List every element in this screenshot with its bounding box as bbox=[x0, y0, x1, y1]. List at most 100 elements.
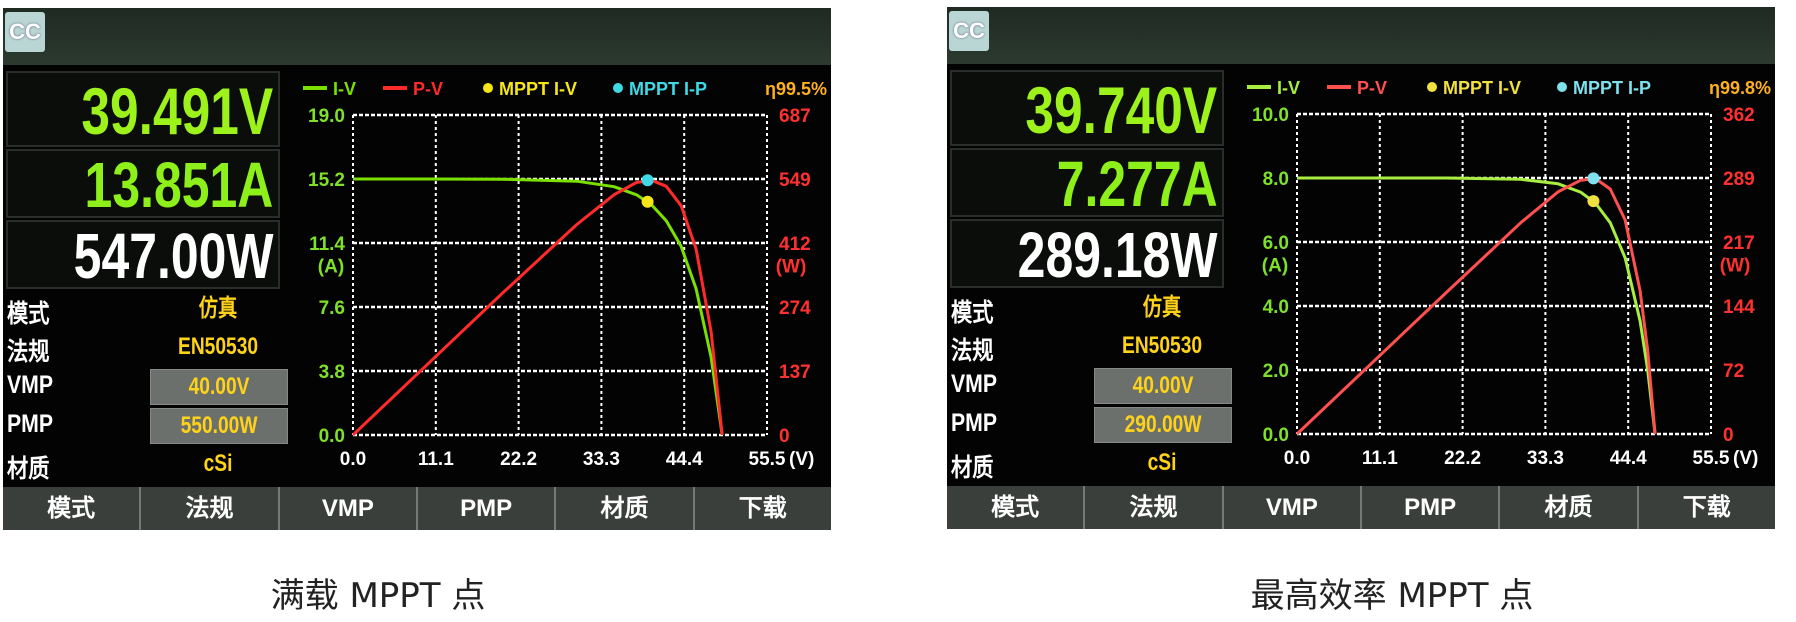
setting-label: 模式 bbox=[7, 300, 50, 328]
setting-value-法规: EN50530 bbox=[1094, 329, 1230, 363]
setting-value-pmp[interactable]: 550.00W bbox=[150, 408, 288, 444]
y2-tick-label: 0 bbox=[779, 426, 790, 447]
x-tick-label: 22.2 bbox=[500, 449, 537, 470]
legend-mppt-ip-label: MPPT I-P bbox=[629, 79, 707, 99]
x-tick-label: 11.1 bbox=[418, 449, 454, 470]
cc-mode-badge: CC bbox=[5, 12, 45, 52]
mppt-iv-point bbox=[1587, 195, 1600, 208]
setting-label: 材质 bbox=[7, 455, 50, 483]
x-tick-label: 11.1 bbox=[1362, 448, 1398, 469]
y2-tick-label: 144 bbox=[1723, 297, 1755, 318]
x-tick-label: 22.2 bbox=[1444, 448, 1481, 469]
legend-iv-label: I-V bbox=[333, 79, 356, 99]
y-tick-label: 11.4 bbox=[309, 234, 345, 255]
legend-mppt-iv-label: MPPT I-V bbox=[499, 79, 577, 99]
y2-tick-label: 412 bbox=[779, 234, 811, 255]
softkey-2[interactable]: VMP bbox=[280, 487, 418, 530]
x-axis-unit: (V) bbox=[1733, 448, 1758, 469]
y-axis-unit: (A) bbox=[318, 257, 344, 278]
setting-value-text: 290.00W bbox=[1124, 411, 1202, 438]
y-tick-label: 2.0 bbox=[1263, 361, 1289, 382]
legend-iv-label: I-V bbox=[1277, 78, 1300, 98]
setting-value-text: 40.00V bbox=[1132, 372, 1194, 399]
series-p-v-line bbox=[1295, 177, 1657, 436]
softkey-3[interactable]: PMP bbox=[418, 487, 557, 530]
y2-tick-label: 289 bbox=[1723, 169, 1755, 190]
setting-label: 模式 bbox=[951, 299, 994, 327]
softkey-bar: 模式 法规 VMP PMP 材质 下载 bbox=[3, 487, 831, 530]
y-tick-label: 19.0 bbox=[308, 106, 345, 127]
legend-mppt-iv-label: MPPT I-V bbox=[1443, 78, 1521, 98]
setting-value-pmp[interactable]: 290.00W bbox=[1094, 407, 1232, 443]
y-tick-label: 3.8 bbox=[319, 362, 345, 383]
setting-label: VMP bbox=[7, 371, 54, 399]
legend-pv-label: P-V bbox=[413, 79, 443, 99]
x-axis-unit: (V) bbox=[789, 449, 814, 470]
current-value: 7.277A bbox=[1056, 148, 1218, 217]
y2-axis-unit: (W) bbox=[776, 257, 807, 278]
x-tick-label: 33.3 bbox=[583, 449, 620, 470]
softkey-0[interactable]: 模式 bbox=[947, 486, 1086, 529]
legend-mppt-iv-marker bbox=[1427, 82, 1437, 92]
y2-tick-label: 137 bbox=[779, 362, 811, 383]
setting-value-法规: EN50530 bbox=[150, 330, 286, 364]
legend-mppt-ip-label: MPPT I-P bbox=[1573, 78, 1651, 98]
softkey-4[interactable]: 材质 bbox=[556, 487, 695, 530]
softkey-4[interactable]: 材质 bbox=[1500, 486, 1639, 529]
x-tick-label: 33.3 bbox=[1527, 448, 1564, 469]
setting-label: 法规 bbox=[951, 337, 994, 365]
y-tick-label: 7.6 bbox=[319, 298, 345, 319]
setting-label: 法规 bbox=[7, 338, 50, 366]
setting-value-text: 仿真 bbox=[1142, 294, 1182, 321]
power-readout: 289.18W bbox=[950, 219, 1224, 288]
legend-pv-label: P-V bbox=[1357, 78, 1387, 98]
y2-tick-label: 362 bbox=[1723, 105, 1755, 126]
voltage-readout: 39.740V bbox=[950, 70, 1224, 146]
y-tick-label: 8.0 bbox=[1263, 169, 1289, 190]
figure-caption: 最高效率 MPPT 点 bbox=[1250, 576, 1534, 616]
mppt-ip-point bbox=[1587, 172, 1600, 185]
instrument-screen: CC 39.740V 7.277A 289.18W 模式 仿真 法规 EN50530 VMP 40… bbox=[947, 7, 1775, 529]
softkey-1[interactable]: 法规 bbox=[141, 487, 280, 530]
x-tick-label: 55.5 bbox=[1693, 448, 1730, 469]
y2-tick-label: 687 bbox=[779, 106, 811, 127]
setting-value-text: EN50530 bbox=[1121, 332, 1203, 359]
softkey-3[interactable]: PMP bbox=[1362, 486, 1501, 529]
y-tick-label: 15.2 bbox=[308, 170, 345, 191]
setting-value-vmp[interactable]: 40.00V bbox=[1094, 368, 1232, 404]
softkey-5[interactable]: 下载 bbox=[1682, 494, 1731, 521]
efficiency-readout: η99.8% bbox=[1709, 78, 1771, 98]
voltage-value: 39.491V bbox=[81, 74, 274, 147]
softkey-1[interactable]: 法规 bbox=[1085, 486, 1224, 529]
current-readout: 7.277A bbox=[950, 148, 1224, 217]
series-i-v-line bbox=[1297, 176, 1657, 435]
instrument-screen: CC 39.491V 13.851A 547.00W 模式 仿真 法规 EN50530 VMP 4… bbox=[3, 8, 831, 530]
current-readout: 13.851A bbox=[6, 149, 280, 218]
y-tick-label: 4.0 bbox=[1263, 297, 1289, 318]
y-tick-label: 6.0 bbox=[1263, 233, 1289, 254]
setting-value-vmp[interactable]: 40.00V bbox=[150, 369, 288, 405]
setting-value-材质: cSi bbox=[150, 447, 286, 481]
figure-caption: 满载 MPPT 点 bbox=[270, 576, 486, 616]
setting-value-模式: 仿真 bbox=[1094, 291, 1230, 325]
x-tick-label: 44.4 bbox=[1610, 448, 1647, 469]
y2-tick-label: 72 bbox=[1723, 361, 1744, 382]
setting-label: PMP bbox=[951, 409, 998, 437]
y-axis-unit: (A) bbox=[1262, 256, 1288, 277]
softkey-0[interactable]: 模式 bbox=[3, 487, 142, 530]
voltage-value: 39.740V bbox=[1025, 73, 1218, 146]
softkey-2[interactable]: VMP bbox=[1224, 486, 1362, 529]
softkey-5[interactable]: 下载 bbox=[738, 495, 787, 522]
current-value: 13.851A bbox=[84, 149, 274, 218]
setting-value-text: cSi bbox=[1147, 449, 1177, 476]
legend-mppt-ip-marker bbox=[613, 83, 623, 93]
efficiency-readout: η99.5% bbox=[765, 79, 827, 99]
setting-value-text: 550.00W bbox=[180, 412, 258, 439]
y-tick-label: 0.0 bbox=[319, 426, 345, 447]
legend-mppt-iv-marker bbox=[483, 83, 493, 93]
iv-pv-chart: 0.00.0 0 11.1 3.8 137 22.2 7.6 274 33.3 11.4 412 44… bbox=[303, 79, 827, 470]
setting-label: 材质 bbox=[951, 454, 994, 482]
power-value: 289.18W bbox=[1017, 219, 1218, 288]
y-tick-label: 0.0 bbox=[1263, 425, 1289, 446]
y2-tick-label: 549 bbox=[779, 170, 811, 191]
